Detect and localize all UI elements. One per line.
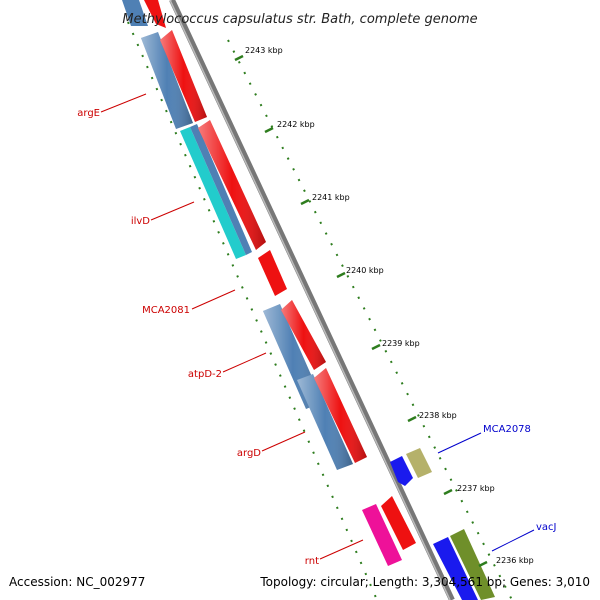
gene-block-forward[interactable] xyxy=(160,30,207,122)
gene-block-reverse[interactable] xyxy=(122,0,148,26)
genome-backbone xyxy=(169,0,455,600)
accession-text: Accession: NC_002977 xyxy=(9,575,145,589)
gene-label-argE[interactable]: argE xyxy=(77,108,100,119)
tick-labels: 2243 kbp 2242 kbp 2241 kbp 2240 kbp 2239… xyxy=(245,46,534,565)
gene-block-forward[interactable] xyxy=(198,120,266,250)
inner-dot-ring xyxy=(227,39,513,600)
tick-label: 2240 kbp xyxy=(346,266,384,275)
gene-block-cyan[interactable] xyxy=(180,127,246,259)
tick-label: 2241 kbp xyxy=(312,193,350,202)
gene-label-rnt[interactable]: rnt xyxy=(305,556,319,567)
gene-block-reverse[interactable] xyxy=(141,32,193,129)
tick-label: 2242 kbp xyxy=(277,120,315,129)
gene-label-atpD-2[interactable]: atpD-2 xyxy=(188,369,222,380)
summary-text: Topology: circular; Length: 3,304,561 bp… xyxy=(259,575,590,589)
gene-block-forward[interactable] xyxy=(314,368,367,463)
tick-marks xyxy=(234,54,488,568)
gene-block-reverse[interactable] xyxy=(297,374,353,470)
map-title: Methylococcus capsulatus str. Bath, comp… xyxy=(122,12,477,27)
tick-label: 2236 kbp xyxy=(496,556,534,565)
tick-label: 2243 kbp xyxy=(245,46,283,55)
gene-block-magenta[interactable] xyxy=(362,504,402,566)
gene-label-ilvD[interactable]: ilvD xyxy=(131,216,150,227)
gene-block-blue[interactable] xyxy=(433,537,478,600)
gene-block-reverse[interactable] xyxy=(190,124,252,255)
reverse-strand-genes xyxy=(122,0,402,566)
gene-block-forward[interactable] xyxy=(281,300,326,370)
tick-label: 2238 kbp xyxy=(419,411,457,420)
tick-label: 2239 kbp xyxy=(382,339,420,348)
gene-block-forward[interactable] xyxy=(381,496,416,550)
gene-block-forward[interactable] xyxy=(144,0,166,28)
gene-block-olive[interactable] xyxy=(450,529,495,600)
gene-label-vacJ[interactable]: vacJ xyxy=(536,522,557,533)
tick-label: 2237 kbp xyxy=(457,484,495,493)
gene-block-forward[interactable] xyxy=(258,250,287,296)
gene-block-khaki[interactable] xyxy=(406,448,432,478)
gene-block-blue[interactable] xyxy=(390,456,413,486)
gene-label-MCA2078[interactable]: MCA2078 xyxy=(483,424,531,435)
gene-label-argD[interactable]: argD xyxy=(237,448,261,459)
outer-genes xyxy=(390,448,495,600)
forward-strand-genes xyxy=(144,0,416,550)
gene-labels: argE ilvD MCA2081 atpD-2 argD rnt MCA207… xyxy=(77,93,557,567)
gene-label-MCA2081[interactable]: MCA2081 xyxy=(142,305,190,316)
